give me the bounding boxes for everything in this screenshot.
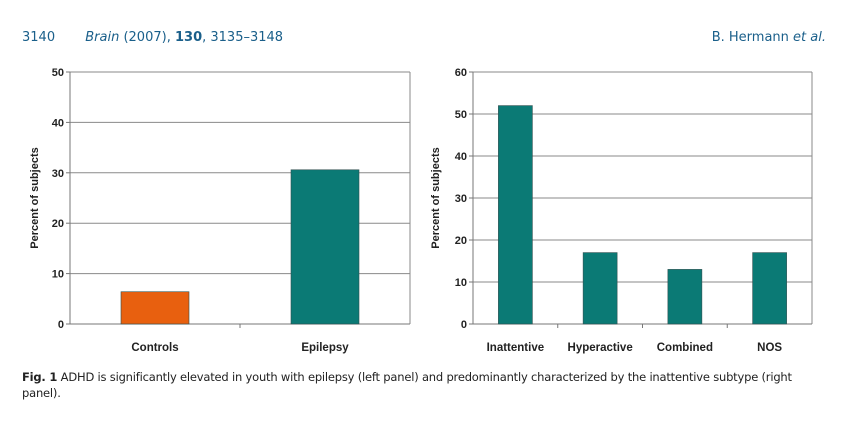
y-tick-label: 50: [52, 67, 64, 79]
x-tick-label: Controls: [131, 342, 178, 354]
y-tick-label: 0: [58, 319, 64, 331]
bar-nos: [752, 252, 787, 325]
bar-controls: [120, 291, 190, 325]
running-header-right: B. Hermann et al.: [712, 30, 826, 45]
citation-year: (2007),: [123, 30, 171, 45]
x-tick-label: Inattentive: [487, 342, 545, 354]
journal-name: Brain: [85, 30, 120, 45]
bar-hyperactive: [582, 252, 618, 325]
y-tick-label: 10: [455, 277, 467, 289]
y-axis-label: Percent of subjects: [430, 147, 442, 248]
caption-text: ADHD is significantly elevated in youth …: [22, 370, 792, 400]
bar-epilepsy: [290, 169, 360, 325]
y-tick-label: 40: [52, 117, 64, 129]
y-tick-label: 20: [455, 235, 467, 247]
page-range: , 3135–3148: [202, 30, 284, 45]
y-tick-label: 30: [455, 193, 467, 205]
running-header-left: 3140 Brain (2007), 130, 3135–3148: [22, 30, 283, 45]
x-tick-label: Epilepsy: [301, 342, 349, 354]
y-tick-label: 10: [52, 269, 64, 281]
authors-suffix: et al.: [793, 30, 826, 45]
authors: B. Hermann: [711, 30, 789, 45]
bar-combined: [667, 269, 703, 325]
figure-caption: Fig. 1 ADHD is significantly elevated in…: [22, 369, 832, 401]
y-tick-label: 40: [455, 151, 467, 163]
caption-label: Fig. 1: [22, 370, 58, 384]
page-number: 3140: [22, 30, 56, 45]
y-tick-label: 30: [52, 168, 64, 180]
y-tick-label: 60: [455, 67, 467, 79]
y-axis-label: Percent of subjects: [29, 147, 41, 248]
y-tick-label: 20: [52, 218, 64, 230]
figure-charts: 0 10 20 30 40 50 Percent of subjects Controls Ep…: [29, 67, 813, 354]
volume: 130: [174, 30, 203, 45]
x-tick-label: Combined: [657, 342, 713, 354]
y-tick-label: 50: [455, 109, 467, 121]
x-tick-label: Hyperactive: [568, 342, 633, 354]
bar-inattentive: [498, 105, 533, 325]
x-tick-label: NOS: [757, 342, 782, 354]
y-tick-label: 0: [461, 319, 467, 331]
